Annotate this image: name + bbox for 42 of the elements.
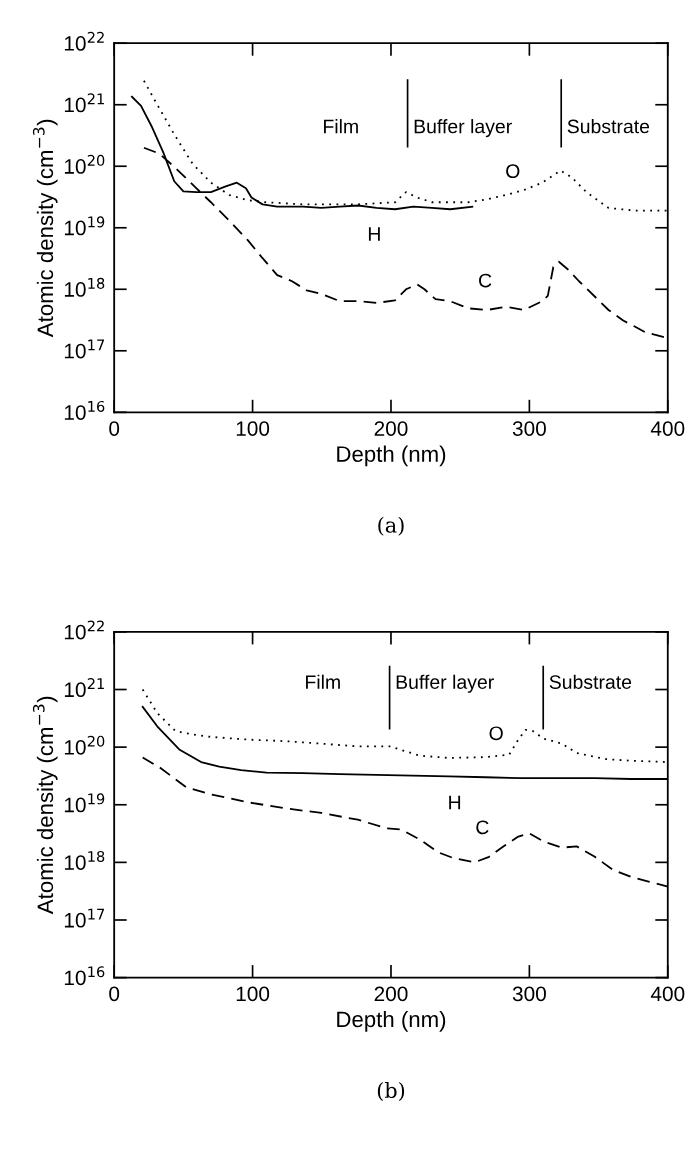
y-tick-label: 10$^{22}$: [64, 620, 104, 640]
y-tick-label: 10$^{18}$: [64, 277, 105, 297]
y-tick-label: 10$^{19}$: [64, 793, 105, 813]
x-tick-label: 400: [650, 986, 685, 1002]
y-tick-label: 10$^{22}$: [64, 31, 104, 51]
y-axis-title: Atomic density (cm$^{−3}$): [32, 119, 58, 338]
x-axis-title: Depth (nm): [337, 1010, 446, 1032]
x-tick-label: 100: [236, 986, 270, 1002]
x-tick-label: 200: [374, 986, 408, 1002]
text: (a): [378, 516, 404, 536]
series-label: H: [449, 795, 461, 810]
x-tick-label: 400: [650, 421, 685, 436]
series-label: O: [506, 164, 520, 179]
x-tick-label: 100: [236, 421, 270, 436]
y-tick-label: 10$^{16}$: [64, 400, 105, 420]
annotation: Film: [306, 674, 340, 689]
annotation: Buffer layer: [414, 119, 512, 138]
x-tick-label: 300: [512, 421, 546, 436]
y-tick-label: 10$^{16}$: [64, 966, 105, 986]
y-tick-label: 10$^{19}$: [64, 216, 105, 236]
annotation: Substrate: [549, 674, 632, 689]
y-axis-title: Atomic density (cm$^{−3}$): [32, 696, 58, 915]
x-tick-label: 0: [109, 421, 120, 436]
series-label: O: [489, 726, 503, 741]
y-tick-label: 10$^{20}$: [64, 735, 105, 755]
x-tick-label: 0: [109, 986, 120, 1002]
y-tick-label: 10$^{17}$: [64, 908, 105, 928]
annotation: Film: [324, 119, 358, 134]
series-label: C: [479, 273, 492, 288]
y-tick-label: 10$^{17}$: [64, 339, 105, 359]
series-label: H: [368, 227, 380, 241]
y-tick-label: 10$^{21}$: [64, 93, 104, 113]
y-tick-label: 10$^{18}$: [64, 850, 105, 870]
series-label: C: [476, 820, 489, 835]
x-axis-title: Depth (nm): [337, 445, 446, 467]
annotation: Substrate: [567, 119, 650, 134]
x-tick-label: 200: [374, 421, 408, 436]
annotation: Buffer layer: [396, 674, 494, 693]
x-tick-label: 300: [512, 986, 546, 1002]
y-tick-label: 10$^{21}$: [64, 678, 104, 698]
text: (b): [377, 1082, 405, 1102]
y-tick-label: 10$^{20}$: [64, 154, 105, 174]
